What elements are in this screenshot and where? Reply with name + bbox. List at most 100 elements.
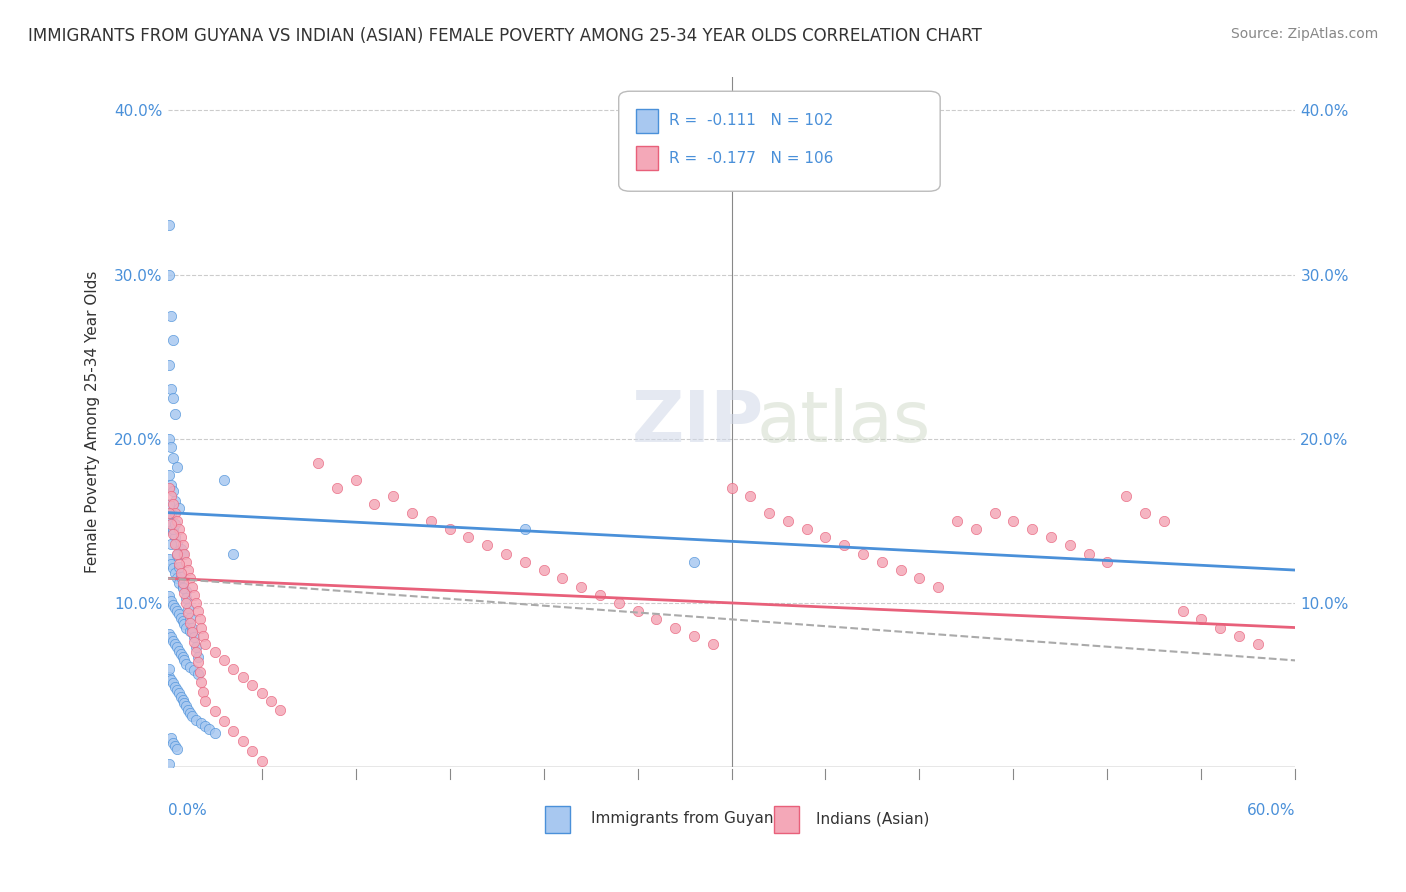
Point [184, 640, 207, 655]
Point [173, 617, 195, 632]
Point [159, 590, 181, 604]
Point [176, 596, 198, 610]
Point [1097, 555, 1119, 569]
Point [177, 606, 200, 620]
Point [176, 621, 198, 635]
Point [188, 665, 211, 679]
Point [162, 735, 184, 749]
Point [165, 506, 187, 520]
Point [159, 514, 181, 528]
Point [176, 584, 198, 599]
Point [439, 522, 461, 536]
Point [166, 683, 188, 698]
Bar [775, 806, 799, 832]
Point [183, 635, 205, 649]
Point [965, 522, 987, 536]
Point [162, 676, 184, 690]
Point [683, 629, 706, 643]
Point [184, 596, 207, 610]
Point [166, 547, 188, 561]
Point [776, 514, 799, 528]
Point [170, 530, 193, 544]
Point [159, 481, 181, 495]
Point [165, 407, 187, 421]
Point [683, 555, 706, 569]
Point [167, 500, 190, 515]
Point [172, 580, 194, 594]
Point [159, 510, 181, 524]
Point [183, 588, 205, 602]
Point [160, 309, 183, 323]
Point [222, 547, 245, 561]
Point [702, 637, 724, 651]
Point [159, 497, 181, 511]
Point [170, 569, 193, 583]
Point [1153, 514, 1175, 528]
Text: 0.0%: 0.0% [167, 804, 207, 818]
Point [740, 489, 762, 503]
Point [162, 391, 184, 405]
Point [240, 678, 263, 692]
Point [589, 588, 612, 602]
Point [181, 580, 204, 594]
Text: R =  -0.111   N = 102: R = -0.111 N = 102 [669, 113, 834, 128]
Point [890, 563, 912, 577]
Point [664, 621, 686, 635]
Point [166, 604, 188, 618]
Point [187, 650, 209, 665]
Point [194, 694, 217, 708]
Point [160, 517, 183, 532]
Point [946, 514, 969, 528]
Point [1002, 514, 1025, 528]
Point [184, 713, 207, 727]
Point [165, 637, 187, 651]
Point [166, 459, 188, 474]
Point [173, 586, 195, 600]
Point [796, 522, 818, 536]
Point [513, 522, 536, 536]
Point [159, 551, 181, 566]
Point [172, 650, 194, 665]
Text: 60.0%: 60.0% [1247, 804, 1295, 818]
Point [204, 725, 226, 739]
Point [187, 604, 209, 618]
Point [457, 530, 479, 544]
Point [177, 563, 200, 577]
Point [170, 541, 193, 556]
Point [165, 530, 187, 544]
Point [832, 538, 855, 552]
Point [204, 645, 226, 659]
Point [173, 696, 195, 710]
Point [162, 633, 184, 648]
Point [204, 704, 226, 718]
Point [165, 566, 187, 581]
Point [160, 440, 183, 454]
Point [1209, 621, 1232, 635]
Point [1040, 530, 1063, 544]
Point [569, 580, 592, 594]
Point [758, 506, 780, 520]
Bar [636, 146, 658, 169]
Point [198, 723, 221, 737]
Point [176, 555, 198, 569]
Point [187, 655, 209, 669]
Point [250, 686, 273, 700]
Point [344, 473, 367, 487]
Point [626, 604, 648, 618]
Point [165, 517, 187, 532]
Point [260, 694, 283, 708]
Point [165, 494, 187, 508]
Point [173, 547, 195, 561]
Point [179, 706, 201, 720]
Point [325, 481, 347, 495]
Point [194, 637, 217, 651]
Point [165, 537, 187, 551]
Text: Indians (Asian): Indians (Asian) [815, 812, 929, 826]
Point [533, 563, 555, 577]
Y-axis label: Female Poverty Among 25-34 Year Olds: Female Poverty Among 25-34 Year Olds [86, 271, 100, 574]
Point [160, 557, 183, 571]
Point [162, 484, 184, 499]
Point [167, 643, 190, 657]
Point [551, 571, 574, 585]
Point [167, 576, 190, 591]
